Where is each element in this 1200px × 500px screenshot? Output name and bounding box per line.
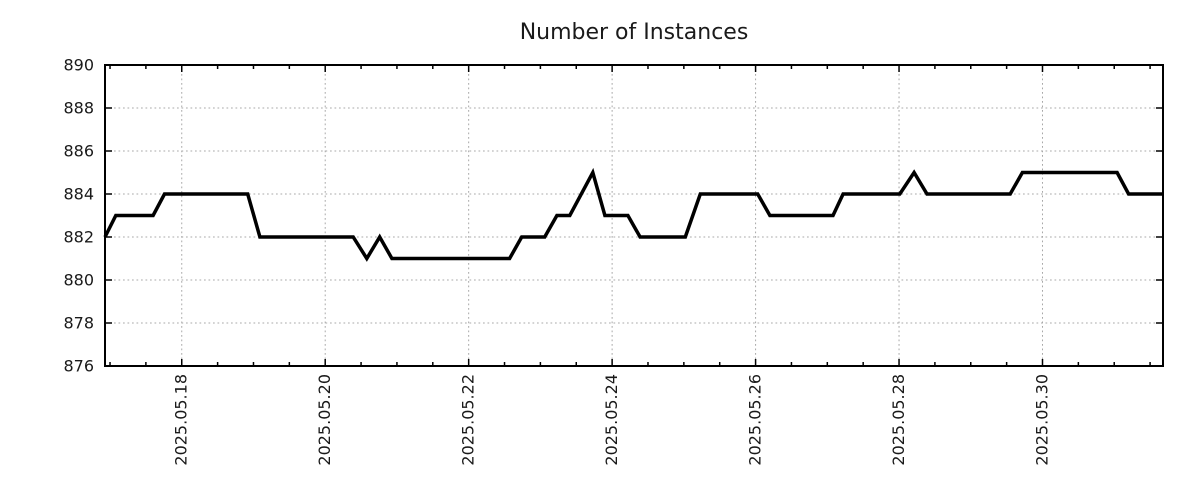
y-tick-label: 876	[63, 357, 94, 376]
y-tick-label: 880	[63, 271, 94, 290]
y-tick-label: 888	[63, 99, 94, 118]
y-tick-label: 890	[63, 56, 94, 75]
y-tick-label: 878	[63, 314, 94, 333]
grid-layer	[105, 65, 1163, 366]
series-layer	[103, 167, 1163, 262]
x-tick-label: 2025.05.26	[746, 374, 765, 466]
y-tick-label: 882	[63, 228, 94, 247]
axis-layer: 876 878 880 882 884 886 888 890 2025.05.18 2025.0…	[63, 56, 1164, 466]
x-tick-label: 2025.05.28	[889, 374, 908, 466]
y-tick-label: 884	[63, 185, 94, 204]
x-tick-label: 2025.05.18	[172, 374, 191, 466]
x-tick-label: 2025.05.20	[315, 374, 334, 466]
plot-border	[104, 64, 1164, 367]
y-tick-label: 886	[63, 142, 94, 161]
series-line-instances	[103, 167, 1163, 262]
chart-title: Number of Instances	[520, 20, 749, 45]
x-tick-label: 2025.05.24	[602, 374, 621, 466]
x-tick-label: 2025.05.22	[459, 374, 478, 466]
x-tick-label: 2025.05.30	[1032, 374, 1051, 466]
